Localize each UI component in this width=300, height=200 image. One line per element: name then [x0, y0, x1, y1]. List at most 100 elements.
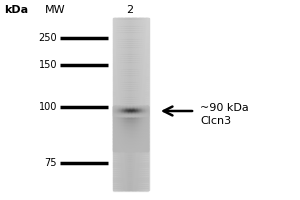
Bar [121, 106, 122, 107]
Bar [146, 111, 147, 112]
Bar [119, 106, 120, 107]
Bar [139, 114, 140, 115]
Bar [116, 107, 117, 108]
Bar [113, 150, 114, 151]
Bar [127, 147, 128, 148]
Bar [137, 116, 138, 118]
Bar [126, 131, 127, 133]
Text: 2: 2 [126, 5, 134, 15]
Bar [128, 115, 129, 116]
Bar [143, 110, 144, 111]
Bar [146, 115, 147, 116]
Bar [130, 114, 131, 115]
Bar [147, 106, 148, 107]
Bar [126, 143, 127, 144]
Bar [137, 110, 138, 111]
Bar [125, 143, 126, 144]
Bar [124, 108, 125, 109]
Bar [114, 131, 115, 133]
Bar [133, 126, 134, 128]
Bar [129, 120, 130, 122]
Bar [135, 119, 136, 120]
Bar [137, 112, 138, 113]
Bar [142, 150, 143, 151]
Bar [122, 115, 123, 116]
Bar [132, 110, 133, 111]
Bar [139, 124, 140, 126]
Bar [142, 111, 143, 112]
Bar [127, 148, 128, 150]
Bar [134, 141, 135, 143]
Bar [123, 112, 124, 113]
Bar [122, 150, 123, 151]
Bar [146, 114, 147, 115]
Bar [136, 122, 137, 123]
Bar [115, 134, 116, 136]
Bar [132, 144, 133, 146]
Bar [145, 110, 146, 111]
Bar [132, 145, 133, 147]
Bar [136, 110, 137, 111]
Bar [114, 141, 115, 143]
Bar [113, 136, 114, 137]
Bar [136, 111, 137, 112]
Bar [120, 130, 121, 132]
Bar [130, 127, 131, 129]
Bar [136, 107, 137, 108]
Bar [135, 106, 136, 107]
Bar [118, 144, 119, 146]
Bar [147, 122, 148, 123]
Bar [142, 143, 143, 144]
Bar [130, 110, 131, 111]
Bar [127, 116, 128, 118]
Bar [123, 143, 124, 144]
Bar [132, 116, 133, 118]
Bar [147, 114, 148, 115]
Bar [139, 116, 140, 118]
Bar [147, 117, 148, 119]
Bar [142, 120, 143, 122]
Bar [134, 138, 135, 140]
Bar [140, 114, 141, 115]
Bar [116, 140, 117, 142]
Bar [139, 113, 140, 114]
Bar [146, 107, 147, 108]
Bar [115, 109, 116, 110]
Bar [135, 116, 136, 118]
Bar [118, 109, 119, 110]
Bar [143, 112, 144, 113]
Bar [129, 126, 130, 128]
Bar [118, 110, 119, 111]
Bar [127, 122, 128, 123]
Bar [126, 117, 127, 119]
Bar [122, 127, 123, 129]
Bar [143, 150, 144, 151]
Bar [143, 111, 144, 112]
Bar [132, 126, 133, 128]
Bar [134, 127, 135, 129]
Bar [121, 122, 122, 123]
Bar [132, 122, 133, 123]
Bar [118, 108, 119, 109]
Bar [140, 115, 141, 116]
Bar [124, 113, 125, 114]
Bar [132, 112, 133, 113]
Bar [119, 114, 120, 115]
Bar [116, 150, 117, 151]
Bar [125, 141, 126, 143]
Bar [147, 109, 148, 110]
Bar [130, 144, 131, 146]
Bar [138, 114, 139, 115]
Bar [145, 129, 146, 130]
Bar [143, 112, 144, 113]
Bar [120, 144, 121, 146]
Bar [118, 143, 119, 144]
Bar [120, 109, 121, 110]
Bar [137, 144, 138, 146]
Bar [137, 138, 138, 140]
Bar [129, 126, 130, 128]
Bar [122, 111, 123, 112]
Bar [122, 107, 123, 108]
Bar [113, 111, 114, 112]
Bar [134, 136, 135, 137]
